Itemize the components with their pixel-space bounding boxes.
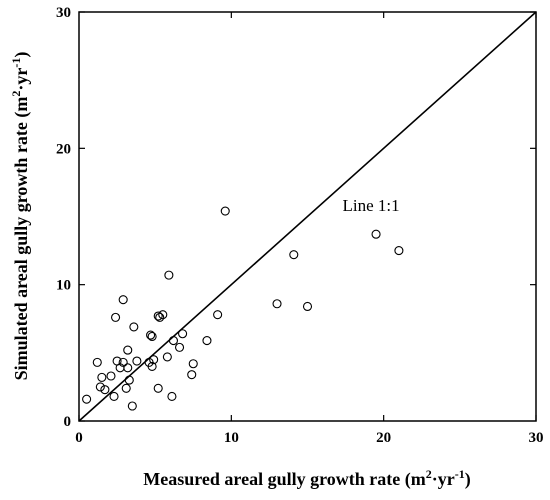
data-point: [109, 391, 119, 402]
data-point: [167, 391, 177, 402]
data-point: [121, 383, 131, 393]
data-point: [164, 270, 174, 280]
data-points: [82, 206, 404, 411]
data-point: [123, 363, 133, 373]
data-point: [272, 299, 282, 309]
data-point: [111, 312, 121, 322]
y-tick-label: 0: [64, 414, 72, 430]
data-point: [158, 310, 168, 320]
data-point: [97, 372, 107, 382]
data-point: [124, 375, 134, 385]
data-point: [220, 206, 230, 216]
data-point: [95, 382, 105, 392]
reference-line-layer: [78, 11, 537, 422]
data-point: [100, 385, 110, 395]
y-tick-label: 10: [56, 278, 71, 294]
data-point: [118, 295, 128, 305]
data-point: [202, 336, 212, 346]
data-point: [394, 246, 404, 256]
data-point: [118, 357, 128, 367]
data-point: [92, 357, 102, 367]
data-point: [106, 371, 116, 381]
data-point: [146, 330, 156, 340]
y-axis-title: Simulated areal gully growth rate (m2·yr…: [9, 52, 32, 381]
data-point: [371, 229, 381, 239]
data-point: [168, 336, 178, 346]
x-tick-label: 10: [224, 430, 239, 446]
data-point: [174, 342, 185, 352]
x-tick-label: 20: [376, 430, 391, 446]
data-point: [127, 401, 137, 411]
data-point: [302, 301, 313, 312]
data-point: [123, 345, 133, 355]
data-point: [178, 329, 188, 339]
data-point: [155, 312, 165, 322]
data-point: [188, 359, 198, 369]
data-point: [147, 331, 157, 342]
one-to-one-line: [78, 11, 537, 422]
data-point: [153, 383, 163, 393]
reference-line-label: Line 1:1: [343, 196, 400, 215]
y-tick-label: 30: [56, 5, 71, 21]
x-tick-label: 30: [529, 430, 544, 446]
data-point: [162, 352, 172, 362]
data-point: [153, 311, 163, 321]
plot-frame: [78, 11, 537, 422]
data-point: [289, 250, 299, 260]
data-point: [187, 370, 197, 380]
x-tick-label: 0: [75, 430, 83, 446]
y-tick-label: 20: [56, 141, 71, 157]
data-point: [132, 356, 142, 366]
data-point: [82, 394, 92, 404]
data-point: [147, 361, 157, 372]
data-point: [149, 355, 159, 365]
axis-ticks: 0 10 20 30 0 10 20 30: [56, 5, 544, 446]
data-point: [213, 310, 223, 320]
data-point: [129, 322, 139, 332]
x-axis-title: Measured areal gully growth rate (m2·yr-…: [143, 467, 470, 490]
